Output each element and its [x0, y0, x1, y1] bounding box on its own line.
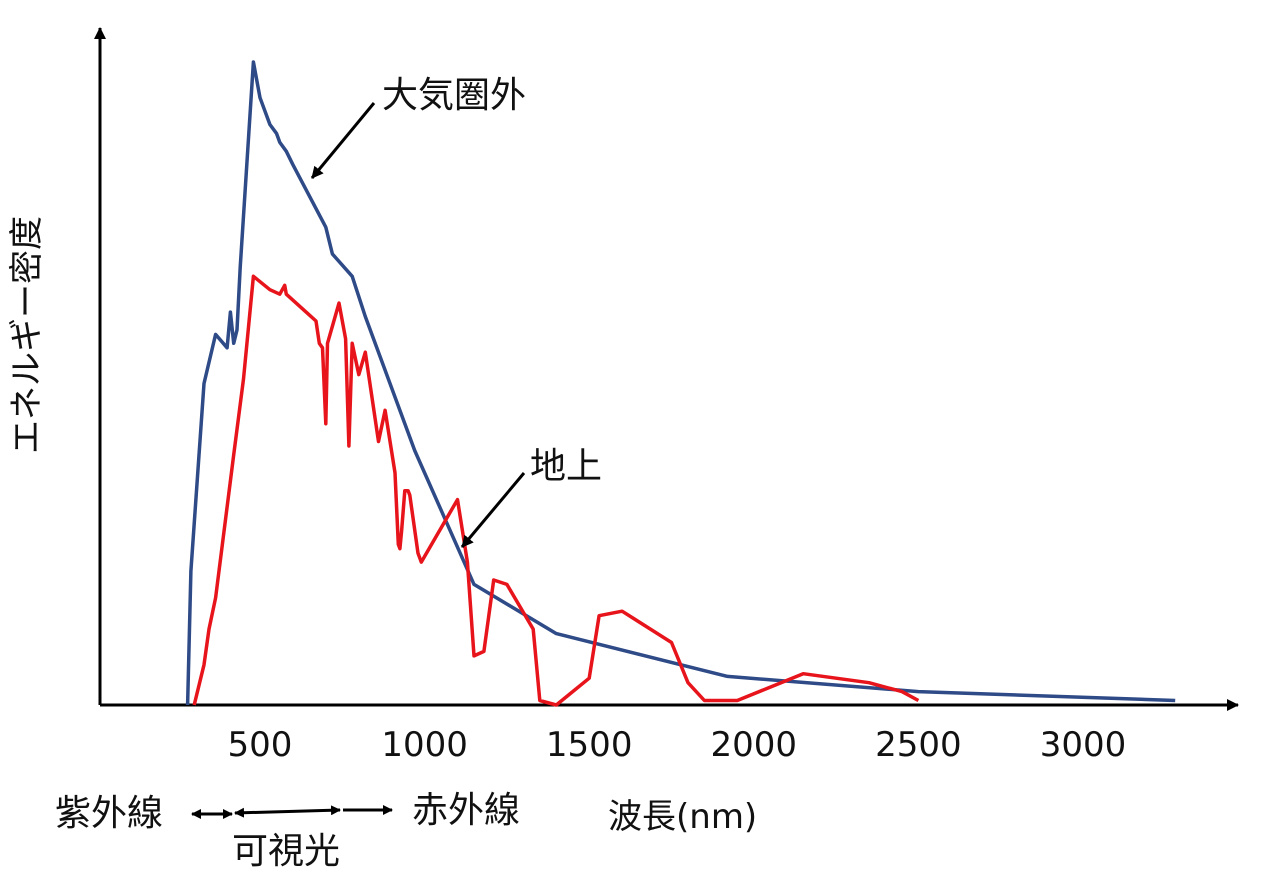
annotation-ground-label: 地上	[530, 446, 602, 487]
x-tick-label: 1500	[546, 725, 633, 765]
x-tick-label: 500	[228, 725, 293, 765]
x-tick-label: 2000	[711, 725, 798, 765]
band-visible-label: 可視光	[232, 831, 340, 872]
x-tick-label: 1000	[381, 725, 468, 765]
x-tick-label: 2500	[875, 725, 962, 765]
x-axis-label: 波長(nm)	[608, 797, 757, 837]
x-tick-label: 3000	[1040, 725, 1127, 765]
annotation-arrow-ground	[460, 472, 526, 548]
series-line-ground	[192, 274, 920, 707]
series-line-outer	[185, 60, 1176, 706]
annotation-outer-label: 大気圏外	[382, 75, 526, 116]
band-uv-label: 紫外線	[55, 793, 163, 834]
band-visible-arrow	[234, 805, 341, 818]
band-ir-label: 赤外線	[412, 790, 520, 831]
y-axis-label: エネルギー密度	[7, 216, 47, 454]
annotation-arrow-outer	[310, 102, 376, 179]
